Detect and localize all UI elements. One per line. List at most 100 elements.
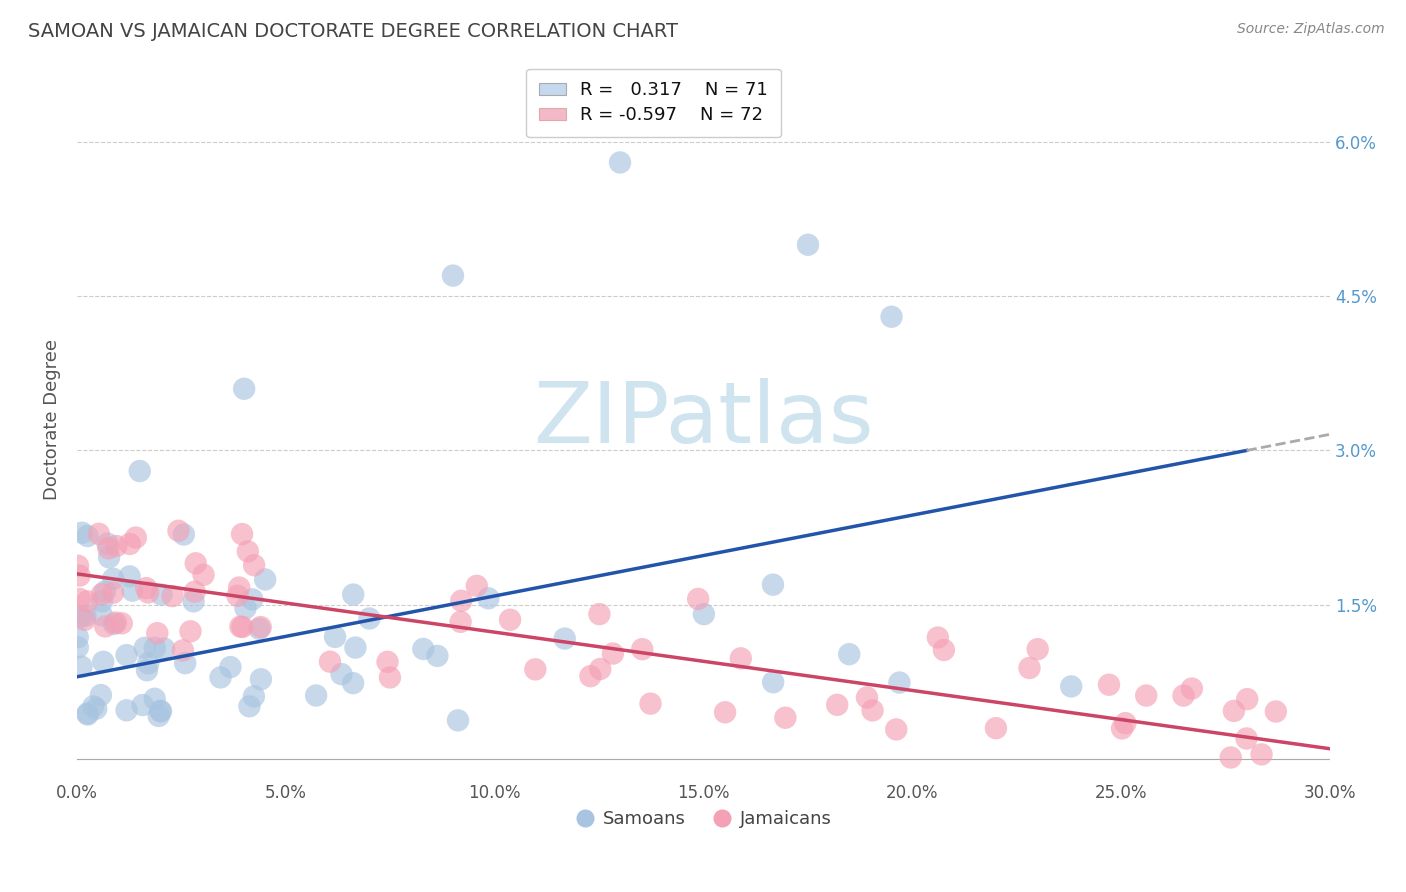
Point [82,699,104,714]
Point [173,527,195,541]
Point [153,641,176,656]
Point [862,703,884,717]
Point [247,622,270,636]
Point [1173,689,1195,703]
Point [143,691,166,706]
Point [75,608,97,623]
Point [377,655,399,669]
Point [115,703,138,717]
Point [121,583,143,598]
Point [98,550,121,565]
Point [231,620,253,634]
Text: SAMOAN VS JAMAICAN DOCTORATE DEGREE CORRELATION CHART: SAMOAN VS JAMAICAN DOCTORATE DEGREE CORR… [28,22,678,41]
Point [73,613,96,627]
Point [91,594,114,608]
Point [101,585,124,599]
Point [76,594,98,608]
Point [1223,704,1246,718]
Point [134,640,156,655]
Point [183,594,205,608]
Point [125,531,148,545]
Point [150,704,173,718]
Point [589,662,612,676]
Point [1219,750,1241,764]
Point [94,584,117,599]
Point [118,569,141,583]
Point [103,572,125,586]
Point [344,640,367,655]
Point [884,723,907,737]
Point [714,706,737,720]
Point [136,657,159,671]
Point [136,663,159,677]
Point [1098,678,1121,692]
Point [305,689,328,703]
Point [693,607,716,621]
Point [1264,705,1286,719]
Y-axis label: Doctorate Degree: Doctorate Degree [44,339,60,500]
Point [70,659,93,673]
Point [825,698,848,712]
Point [1111,722,1133,736]
Point [209,670,232,684]
Point [184,584,207,599]
Point [250,672,273,686]
Point [150,588,173,602]
Point [1250,747,1272,762]
Point [330,667,353,681]
Legend: Samoans, Jamaicans: Samoans, Jamaicans [568,803,839,836]
Point [66,640,89,655]
Point [688,591,710,606]
Point [96,537,118,551]
Point [143,640,166,655]
Point [69,568,91,582]
Point [240,592,263,607]
Point [342,588,364,602]
Point [231,527,253,541]
Point [602,647,624,661]
Point [149,704,172,718]
Point [1236,731,1258,746]
Point [927,631,949,645]
Point [631,642,654,657]
Point [323,630,346,644]
Point [1114,716,1136,731]
Point [103,617,125,632]
Point [136,585,159,599]
Point [229,619,252,633]
Point [984,721,1007,735]
Point [880,310,903,324]
Point [91,655,114,669]
Point [1236,692,1258,706]
Point [730,651,752,665]
Point [359,611,381,625]
Point [184,557,207,571]
Point [162,589,184,603]
Point [115,648,138,662]
Point [172,643,194,657]
Point [105,539,128,553]
Point [450,594,472,608]
Text: Source: ZipAtlas.com: Source: ZipAtlas.com [1237,22,1385,37]
Point [236,544,259,558]
Point [66,558,89,573]
Point [90,688,112,702]
Point [91,587,114,601]
Point [131,698,153,712]
Point [554,632,576,646]
Point [228,581,250,595]
Point [477,591,499,606]
Point [69,609,91,624]
Point [135,581,157,595]
Point [76,706,98,721]
Point [1026,642,1049,657]
Point [378,670,401,684]
Point [579,669,602,683]
Point [856,690,879,705]
Point [111,616,134,631]
Point [148,709,170,723]
Point [319,655,342,669]
Point [243,690,266,704]
Point [1181,681,1204,696]
Point [146,626,169,640]
